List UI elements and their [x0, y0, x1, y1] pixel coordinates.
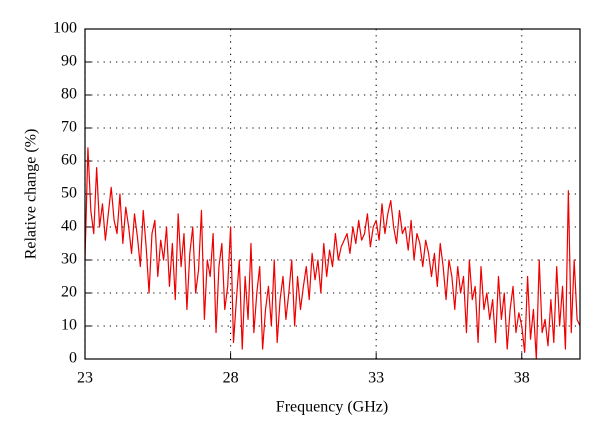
x-axis-label: Frequency (GHz): [276, 399, 388, 416]
y-tick-label: 10: [61, 317, 77, 334]
y-tick-label: 80: [61, 86, 77, 103]
y-tick-label: 40: [61, 218, 77, 235]
y-tick-label: 30: [61, 251, 77, 268]
x-tick-label: 28: [223, 370, 239, 387]
x-tick-label: 38: [514, 370, 530, 387]
data-line: [84, 147, 581, 360]
x-tick-label: 23: [77, 370, 93, 387]
y-tick-label: 0: [69, 350, 77, 367]
plot-frame: [84, 28, 581, 360]
y-tick-label: 90: [61, 53, 77, 70]
y-tick-label: 70: [61, 119, 77, 136]
y-tick-label: 20: [61, 284, 77, 301]
y-tick-label: 60: [61, 152, 77, 169]
y-axis-label: Relative change (%): [23, 129, 40, 260]
y-tick-label: 100: [53, 20, 77, 37]
x-tick-label: 33: [368, 370, 384, 387]
y-tick-label: 50: [61, 185, 77, 202]
